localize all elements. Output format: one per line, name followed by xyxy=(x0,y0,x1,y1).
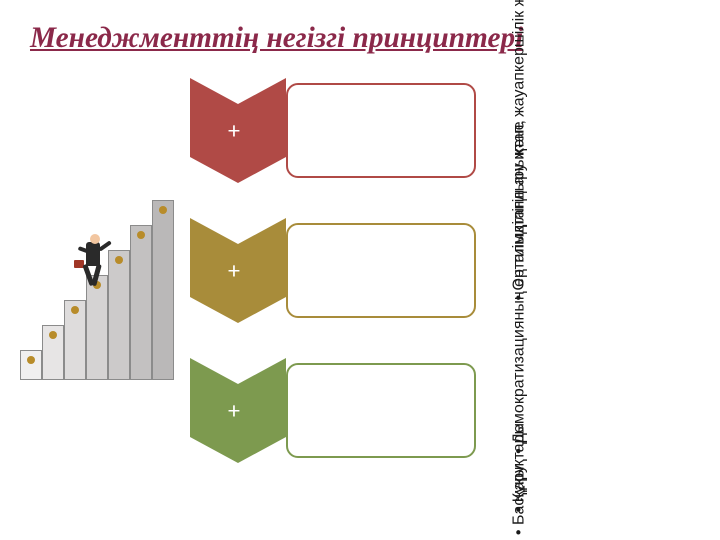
head xyxy=(90,234,100,244)
bar xyxy=(130,225,152,380)
medal-icon xyxy=(71,306,79,314)
content-bubble xyxy=(286,83,476,178)
medal-icon xyxy=(159,206,167,214)
medal-icon xyxy=(49,331,57,339)
vertical-text-line: • Орталықтандыру және жауапкершілік жерд… xyxy=(512,0,529,300)
medal-icon xyxy=(27,356,35,364)
chevron-row: + xyxy=(190,78,490,183)
expand-plus-icon[interactable]: + xyxy=(228,256,240,285)
arm xyxy=(98,240,112,251)
bar xyxy=(20,350,42,380)
expand-plus-icon[interactable]: + xyxy=(228,396,240,425)
torso xyxy=(86,242,100,266)
chevron-row: + xyxy=(190,358,490,463)
leg xyxy=(91,264,102,287)
businessman-figure xyxy=(74,234,112,294)
vertical-text-column: • Басқару • Құқықтары • Демократизацияны… xyxy=(485,0,555,540)
climbing-bars-illustration xyxy=(20,200,175,380)
page-title: Менеджменттің негізгі принциптері xyxy=(30,22,523,55)
chevron-row: + xyxy=(190,218,490,323)
content-bubble xyxy=(286,223,476,318)
medal-icon xyxy=(137,231,145,239)
medal-icon xyxy=(115,256,123,264)
content-bubble xyxy=(286,363,476,458)
bar xyxy=(152,200,174,380)
expand-plus-icon[interactable]: + xyxy=(228,116,240,145)
